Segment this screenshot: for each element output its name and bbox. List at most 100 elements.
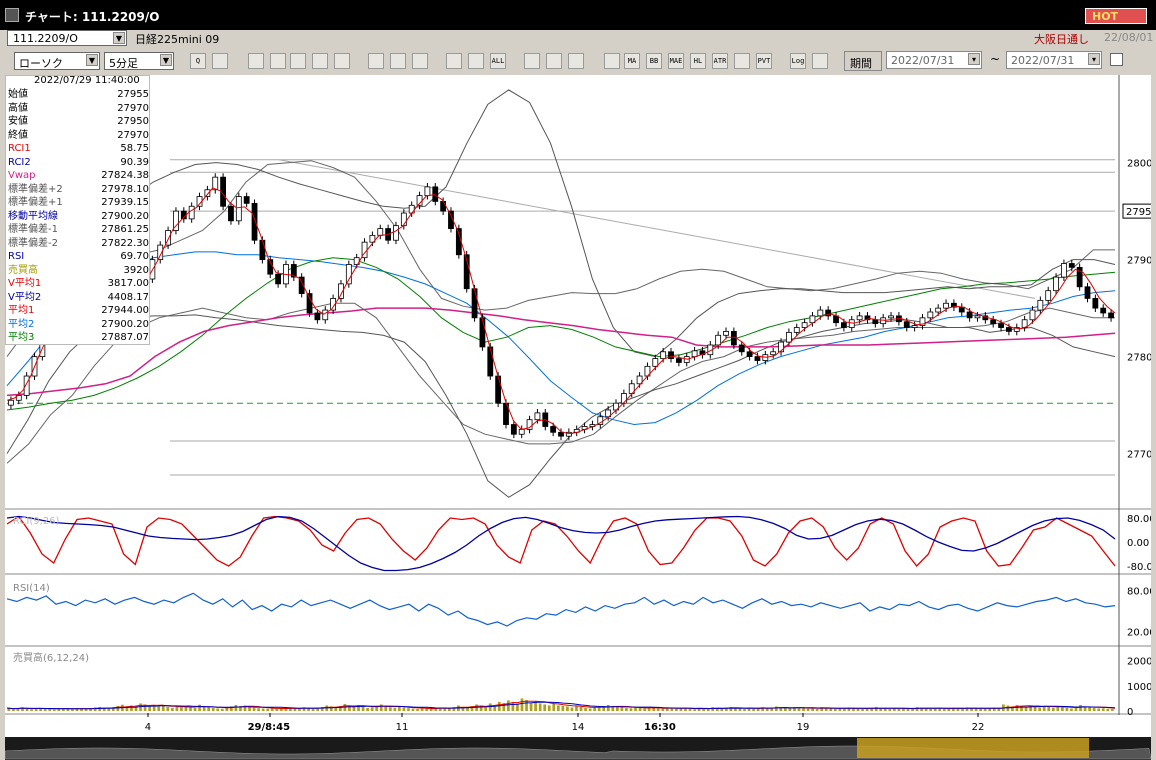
volume-bar	[956, 708, 960, 711]
volume-bar	[756, 707, 760, 711]
toolbar-button-1[interactable]	[212, 53, 228, 69]
x-tick-label: 4	[145, 722, 151, 733]
volume-bar	[48, 708, 52, 711]
volume-bar	[861, 708, 864, 711]
date-to-input[interactable]: 2022/07/31 ▾	[1006, 51, 1102, 69]
info-key: 平均1	[8, 305, 35, 316]
volume-bar	[393, 707, 397, 711]
toolbar-button-10[interactable]	[446, 53, 462, 69]
toolbar-button-3[interactable]	[270, 53, 286, 69]
toolbar-button-22[interactable]	[734, 53, 750, 69]
price-tick-label: 27700	[1127, 450, 1151, 461]
hot-button[interactable]: HOT	[1085, 8, 1147, 24]
info-key: 移動平均線	[8, 210, 58, 222]
bollinger-upper-line	[6, 89, 1116, 358]
volume-bar	[1024, 706, 1028, 711]
volume-bar	[1020, 705, 1023, 711]
chevron-down-icon[interactable]: ▼	[113, 32, 125, 44]
volume-bar	[139, 703, 142, 711]
volume-average-2-line	[6, 701, 1116, 710]
toolbar-button-13[interactable]	[524, 53, 540, 69]
volume-bar	[189, 706, 192, 711]
candle	[817, 309, 824, 317]
period-button[interactable]: 期間	[844, 51, 882, 71]
volume-bar	[411, 708, 415, 711]
candle	[518, 428, 525, 435]
volume-bar	[620, 707, 624, 711]
toolbar-button-7[interactable]	[368, 53, 384, 69]
candle	[730, 331, 737, 346]
date-from-input[interactable]: 2022/07/31 ▾	[886, 51, 982, 69]
chevron-down-icon[interactable]: ▼	[160, 54, 172, 66]
volume-bar	[915, 707, 919, 711]
volume-bar	[720, 708, 724, 711]
info-row: 標準偏差-2 27822.30	[6, 237, 151, 250]
info-key: 標準偏差+1	[8, 197, 63, 208]
volume-bar	[556, 705, 560, 711]
timeframe-select[interactable]: 5分足 ▼	[104, 52, 174, 70]
toolbar-button-25[interactable]	[812, 53, 828, 69]
volume-bar	[593, 707, 597, 711]
info-value: 27944.00	[101, 305, 149, 316]
info-key: V平均2	[8, 291, 42, 303]
toolbar-button-19[interactable]: MAE	[668, 53, 684, 69]
toolbar-button-15[interactable]	[568, 53, 584, 69]
volume-bar	[12, 708, 15, 711]
candle	[1084, 286, 1091, 299]
volume-bar	[1038, 707, 1042, 711]
volume-bar	[66, 708, 70, 711]
candle	[691, 350, 698, 358]
volume-bar	[75, 707, 79, 711]
volume-bar	[1074, 706, 1078, 711]
volume-bar	[743, 708, 746, 711]
volume-bar	[180, 707, 183, 711]
toolbar-button-11[interactable]	[468, 53, 484, 69]
volume-bar	[511, 701, 515, 711]
volume-bar	[1029, 705, 1032, 711]
toolbar-button-5[interactable]	[312, 53, 328, 69]
candle	[801, 322, 808, 328]
chart-svg[interactable]: 28000 27900 27800 27700 27950 RCI(9,26) 80.00 0…	[5, 75, 1151, 760]
candle	[903, 321, 910, 328]
toolbar-button-21[interactable]: ATR	[712, 53, 728, 69]
volume-bar	[493, 704, 497, 711]
toolbar-button-9[interactable]	[412, 53, 428, 69]
info-key: Vwap	[8, 170, 36, 181]
toolbar-button-17[interactable]: MA	[624, 53, 640, 69]
candle	[251, 202, 258, 241]
toolbar-button-8[interactable]	[390, 53, 406, 69]
volume-bar	[193, 707, 197, 711]
toolbar-button-6[interactable]	[334, 53, 350, 69]
volume-bar	[148, 705, 151, 711]
calendar-icon[interactable]: ▾	[1088, 53, 1100, 65]
chart-type-select[interactable]: ローソク ▼	[14, 52, 100, 70]
period-checkbox[interactable]	[1110, 53, 1123, 66]
info-row: RCI1 58.75	[6, 142, 151, 155]
candle	[974, 315, 981, 319]
info-value: 27887.07	[101, 332, 149, 343]
candle	[479, 317, 486, 348]
volume-bar	[175, 705, 179, 711]
toolbar-button-2[interactable]	[248, 53, 264, 69]
calendar-icon[interactable]: ▾	[968, 53, 980, 65]
info-row: 始値 27955	[6, 88, 151, 101]
volume-bar	[71, 709, 74, 711]
volume-bar	[525, 699, 528, 711]
volume-bar	[57, 708, 61, 711]
toolbar-button-20[interactable]: HL	[690, 53, 706, 69]
toolbar-button-16[interactable]	[604, 53, 620, 69]
toolbar-button-24[interactable]: Log	[790, 53, 806, 69]
info-key: 終値	[8, 129, 28, 141]
chevron-down-icon[interactable]: ▼	[86, 54, 98, 66]
toolbar-button-12[interactable]: ALL	[490, 53, 506, 69]
toolbar-button-18[interactable]: BB	[646, 53, 662, 69]
volume-bar	[729, 706, 733, 711]
toolbar-button-14[interactable]	[546, 53, 562, 69]
toolbar-button-0[interactable]: Q	[190, 53, 206, 69]
moving-average-1-line	[6, 187, 1116, 435]
toolbar-button-23[interactable]: PVT	[756, 53, 772, 69]
volume-bar	[1106, 708, 1110, 711]
toolbar-button-4[interactable]	[290, 53, 306, 69]
chart-area[interactable]: 28000 27900 27800 27700 27950 RCI(9,26) 80.00 0…	[5, 75, 1151, 760]
symbol-select[interactable]: 111.2209/O ▼	[7, 30, 127, 46]
